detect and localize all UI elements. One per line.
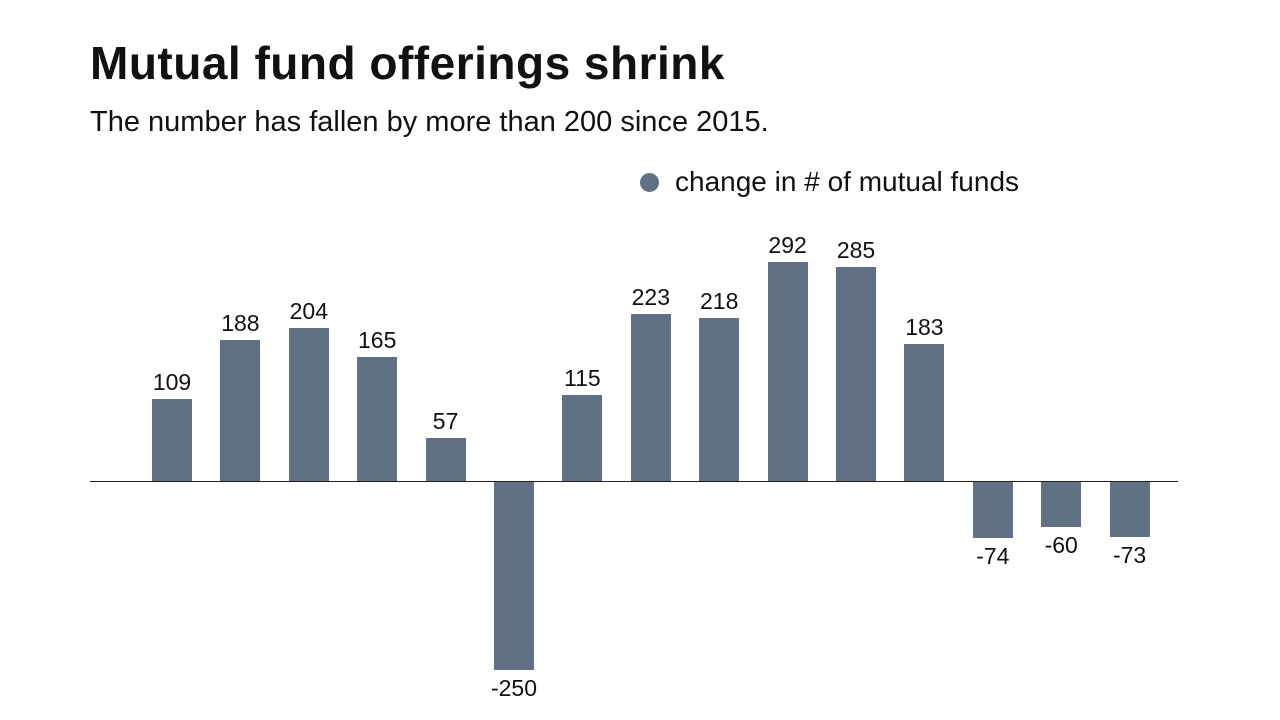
bar-value-label: 115 [564,364,601,391]
bar [767,262,808,481]
bar-value-label: 109 [152,369,192,396]
bar [699,317,740,481]
bar [1109,482,1150,537]
bar-value-label: -74 [976,542,1010,569]
bar-value-label: 292 [768,232,807,258]
bar [357,357,398,481]
bar-value-label: 223 [631,283,670,310]
bar [152,399,192,481]
legend: change in # of mutual funds [640,166,1019,198]
bar [562,394,603,481]
bar-value-label: 218 [700,287,739,314]
bar-value-label: -250 [490,674,538,701]
legend-label: change in # of mutual funds [675,166,1020,197]
bar [1041,482,1082,527]
bar-value-label: 188 [221,310,260,336]
bar-chart: 109 188 204 165 57 -250 115 223 218 292 285 183 -74 -… [90,0,1190,720]
bar [494,482,534,670]
legend-dot-icon [640,172,659,192]
bar-value-label: -60 [1044,532,1078,558]
bar [220,340,261,481]
bar-value-label: 165 [358,327,397,354]
bar-value-label: 183 [905,313,944,340]
bar [904,343,945,481]
bar [288,328,329,481]
bar [836,267,876,481]
bar [425,438,466,481]
chart-subtitle: The number has fallen by more than 200 s… [90,106,769,138]
bar-value-label: 204 [289,298,328,324]
bar [972,482,1013,538]
bar-value-label: -73 [1112,541,1147,568]
bar-value-label: 57 [432,408,459,435]
x-axis-line [90,481,1178,482]
bar [630,313,671,481]
chart-title: Mutual fund offerings shrink [90,37,725,89]
bar-value-label: 285 [836,237,876,264]
